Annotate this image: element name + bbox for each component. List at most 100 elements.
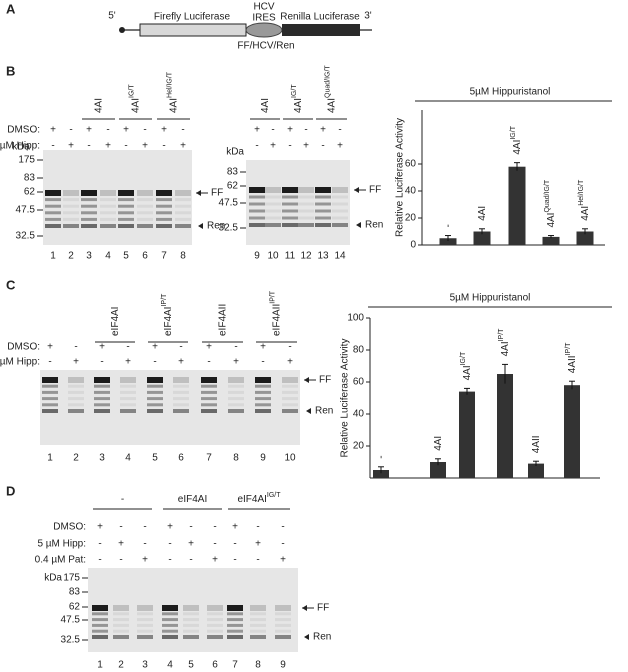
ff-label: FF xyxy=(211,188,223,199)
band xyxy=(228,397,244,401)
gel xyxy=(246,160,350,245)
band xyxy=(137,612,153,616)
lane-number: 9 xyxy=(260,453,266,464)
lane-number: 2 xyxy=(68,251,74,262)
bar xyxy=(564,385,580,478)
sign: - xyxy=(143,539,146,550)
band xyxy=(118,198,134,202)
sign: - xyxy=(255,141,258,152)
category-label-sup: IP/T xyxy=(565,342,572,356)
ren-band xyxy=(282,223,298,227)
sign: + xyxy=(118,539,124,550)
ff-band xyxy=(118,190,134,196)
band xyxy=(147,384,163,388)
band xyxy=(250,618,266,622)
sign: + xyxy=(320,125,326,136)
sign: + xyxy=(125,357,131,368)
band xyxy=(156,211,172,215)
sign: + xyxy=(287,125,293,136)
ff-label: FF xyxy=(317,603,329,614)
lane-number: 3 xyxy=(142,660,148,671)
ren-band xyxy=(201,409,217,413)
ren-band xyxy=(173,409,189,413)
ren-band xyxy=(298,223,314,227)
lane-header: eIF4AI xyxy=(110,307,121,336)
lane-number: 2 xyxy=(118,660,124,671)
error-bar xyxy=(479,228,485,235)
sign: - xyxy=(168,539,171,550)
ff-band xyxy=(162,605,178,611)
bar xyxy=(497,374,513,478)
lane-header-base: eIF4AII xyxy=(217,304,228,336)
lane-number: 8 xyxy=(180,251,186,262)
marker-label: 32.5 xyxy=(61,635,81,646)
ren-arrowhead xyxy=(304,634,309,640)
ff-band xyxy=(201,377,217,383)
category-label-sup: Quad/IG/T xyxy=(544,179,551,212)
ff-arrowhead xyxy=(304,377,309,383)
band xyxy=(120,403,136,407)
category-label-sup: IP/T xyxy=(498,328,505,342)
y-axis-label: Relative Luciferase Activity xyxy=(395,118,406,237)
band xyxy=(137,623,153,627)
error-bar xyxy=(464,387,470,395)
category-label-base: 4AI xyxy=(500,341,511,356)
band xyxy=(118,204,134,208)
category-label-base: 4AII xyxy=(531,435,542,453)
band xyxy=(120,397,136,401)
band xyxy=(120,390,136,394)
lane-number: 7 xyxy=(232,660,238,671)
lane-number: 6 xyxy=(142,251,148,262)
marker-label: 83 xyxy=(69,587,81,598)
lane-header: 4AIQuad/IG/T xyxy=(325,65,337,113)
band xyxy=(250,629,266,633)
band xyxy=(137,198,153,202)
category-label: 4AI xyxy=(433,436,444,451)
lane-number: 8 xyxy=(233,453,239,464)
sign: + xyxy=(123,125,129,136)
band xyxy=(207,618,223,622)
ff-band xyxy=(207,605,223,611)
sign: + xyxy=(152,342,158,353)
band xyxy=(282,202,298,206)
ren-band xyxy=(118,224,134,228)
ff-arrowhead xyxy=(302,605,307,611)
sign: - xyxy=(168,555,171,566)
band xyxy=(68,384,84,388)
band xyxy=(255,384,271,388)
band xyxy=(265,195,281,199)
ff-band xyxy=(113,605,129,611)
lane-header: 4AI xyxy=(260,98,271,113)
marker-label: 62 xyxy=(227,181,239,192)
band xyxy=(113,612,129,616)
ren-label: Ren xyxy=(365,220,383,231)
category-label-base: 4AI xyxy=(462,365,473,380)
kda-label: kDa xyxy=(44,573,62,584)
lane-header-base: eIF4AI xyxy=(178,494,207,505)
category-label-base: - xyxy=(443,224,454,227)
renilla-box xyxy=(282,24,360,36)
lane-header-base: 4AI xyxy=(293,98,304,113)
lane-number: 1 xyxy=(47,453,53,464)
bar xyxy=(542,236,560,245)
band xyxy=(228,390,244,394)
lane-header-sup: Quad/IG/T xyxy=(325,65,332,98)
band xyxy=(275,612,291,616)
panel-label: D xyxy=(6,483,15,498)
ren-band xyxy=(45,224,61,228)
sign: - xyxy=(98,539,101,550)
sign: + xyxy=(142,141,148,152)
error-bar xyxy=(502,363,508,384)
sign: - xyxy=(181,125,184,136)
band xyxy=(201,397,217,401)
band xyxy=(118,211,134,215)
y-tick-label: 40 xyxy=(353,409,365,420)
band xyxy=(183,629,199,633)
band xyxy=(100,198,116,202)
sign: - xyxy=(126,342,129,353)
ff-band xyxy=(137,605,153,611)
band xyxy=(265,209,281,213)
lane-header-sup: IG/T xyxy=(267,492,281,499)
band xyxy=(92,618,108,622)
lane-number: 11 xyxy=(285,251,296,262)
